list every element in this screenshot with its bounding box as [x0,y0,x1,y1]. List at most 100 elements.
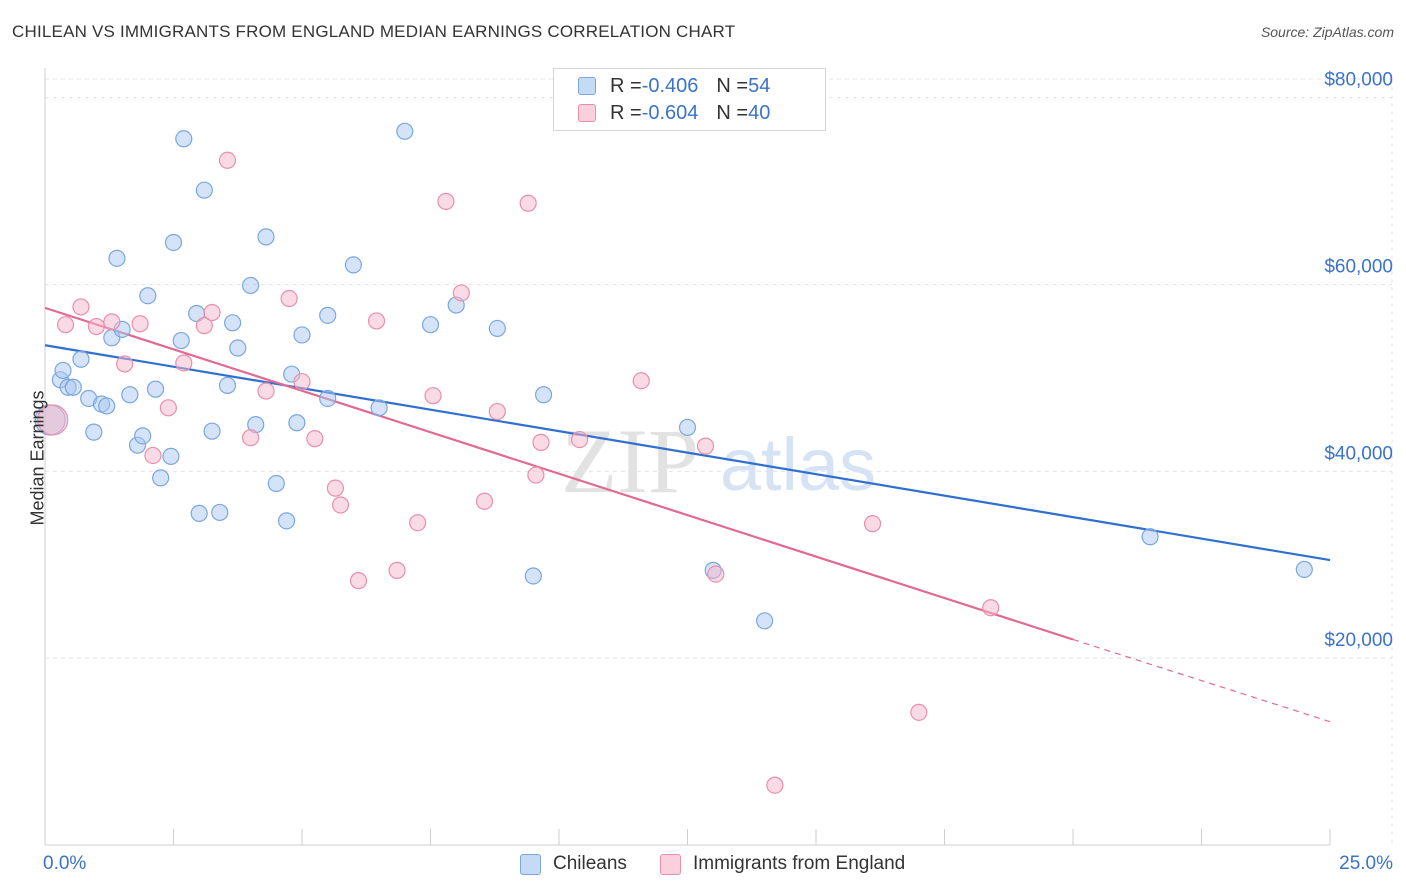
england-point [218,151,237,169]
chileans-legend-swatch [520,853,541,875]
england-point [766,776,784,794]
chileans-point [534,386,553,404]
england-point [910,703,928,721]
england-point [280,289,298,308]
chileans-point [162,447,180,465]
data-points [34,122,1313,794]
n-value: 40 [748,101,771,124]
chileans-point [139,287,157,305]
legend-item-england[interactable]: Immigrants from England [660,851,905,877]
chileans-point [64,378,82,396]
england-point [56,316,75,334]
england-point [367,312,386,330]
axes [44,68,1331,846]
england-point [306,430,324,448]
england-point [863,515,882,533]
england-point [116,355,134,373]
stats-legend-row-chileans: R = -0.406 N = 54 [578,73,770,99]
england-point [519,194,537,212]
england-trend-line [44,306,1074,641]
chileans-point [277,512,296,530]
england-point [488,402,506,421]
n-value: 54 [748,74,771,97]
england-point [452,284,470,302]
zipatlas-watermark: ZIP atlas [561,410,876,512]
england-point [37,404,69,436]
chileans-point [98,397,116,415]
chileans-point [370,399,388,417]
source-credit: Source: ZipAtlas.com [1260,24,1394,40]
chileans-point [146,380,165,398]
chileans-point [755,612,774,630]
chileans-point [85,423,103,441]
england-point [257,382,275,400]
england-point [87,317,106,336]
trend-lines [44,306,1331,723]
chileans-point [678,418,697,437]
chileans-point [195,181,213,199]
n-label: N = [716,101,749,124]
chileans-point [524,567,542,585]
chileans-point [121,386,139,404]
watermark-zip: ZIP [561,410,699,512]
r-value: -0.406 [641,74,699,97]
chileans-point [211,503,229,522]
england-point [349,572,368,590]
england-point [195,317,213,335]
england-point [696,437,715,455]
chileans-point [229,339,247,357]
chileans-point [267,474,285,493]
chileans-point [134,427,152,445]
r-value: -0.604 [641,101,699,124]
england-point [388,561,406,579]
chileans-point [203,422,221,440]
chileans-point [319,306,337,324]
r-label: R = [610,74,642,97]
england-legend-label: Immigrants from England [693,853,906,874]
y-axis-title: Median Earnings [27,390,48,526]
england-point [159,399,177,417]
chileans-point [242,276,260,295]
england-point [72,298,90,316]
chileans-point [421,316,440,334]
england-point [632,372,650,390]
england-trend-extension [1072,638,1331,723]
chileans-point [108,249,126,267]
chileans-point [54,361,72,380]
england-point [527,466,545,484]
england-point [326,479,345,497]
chileans-point [164,233,183,252]
chileans-point [319,389,337,408]
chileans-point [288,414,306,432]
chileans-point [72,350,90,368]
england-swatch [578,104,596,122]
stats-legend-row-england: R = -0.604 N = 40 [578,100,770,126]
chileans-point [175,130,193,148]
england-point [242,429,260,447]
england-point [475,492,494,510]
chileans-point [396,122,414,140]
legend-item-chileans[interactable]: Chileans [520,851,627,877]
england-point [175,354,193,372]
england-point [331,496,350,514]
stats-legend: R = -0.406 N = 54 R = -0.604 N = 40 [553,68,826,131]
england-legend-swatch [660,853,681,875]
england-point [293,373,311,391]
england-point [144,446,162,465]
england-point [409,514,427,532]
chileans-point [344,256,362,274]
england-point [707,565,725,583]
chileans-point [488,319,506,338]
england-point [131,315,149,333]
chart-title: CHILEAN VS IMMIGRANTS FROM ENGLAND MEDIA… [12,22,736,41]
chileans-point [152,469,170,487]
chileans-point [1295,560,1313,579]
x-tick-label-max: 25.0% [1339,853,1393,874]
chileans-point [257,228,275,246]
chileans-point [293,326,311,344]
y-tick-label: $20,000 [1324,630,1393,651]
england-point [532,433,550,451]
england-point [103,313,121,331]
chileans-point [224,314,242,332]
